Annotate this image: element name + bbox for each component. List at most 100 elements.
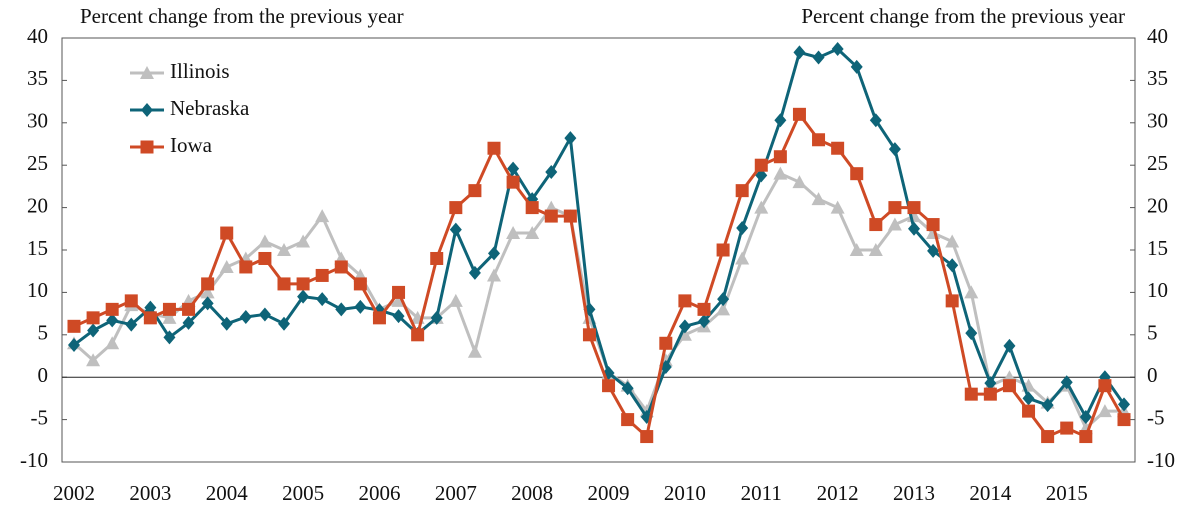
y-tick-label: 25	[27, 151, 48, 175]
marker	[677, 327, 692, 341]
marker	[735, 251, 750, 265]
y2-tick-label: 30	[1147, 109, 1168, 133]
marker	[525, 226, 540, 240]
marker	[755, 168, 768, 183]
marker	[754, 158, 768, 172]
marker	[640, 430, 654, 444]
marker	[1097, 404, 1112, 418]
marker	[220, 316, 233, 331]
marker	[735, 184, 749, 198]
y-tick-label: -10	[20, 448, 48, 472]
x-tick-label: 2008	[511, 481, 553, 505]
x-tick-label: 2009	[588, 481, 630, 505]
legend-label: Nebraska	[170, 96, 250, 120]
y2-axis-label: Percent change from the previous year	[801, 4, 1125, 28]
marker	[448, 293, 463, 307]
marker	[372, 311, 386, 325]
marker	[86, 311, 100, 325]
marker	[163, 330, 176, 345]
marker	[602, 379, 616, 393]
y2-tick-label: -5	[1147, 405, 1165, 429]
marker	[487, 141, 501, 155]
marker	[200, 285, 215, 299]
y2-tick-label: 20	[1147, 193, 1168, 217]
marker	[449, 201, 463, 215]
marker	[506, 226, 521, 240]
marker	[1079, 430, 1093, 444]
marker	[545, 164, 558, 179]
x-tick-label: 2003	[129, 481, 171, 505]
marker	[239, 260, 253, 274]
marker	[698, 314, 710, 329]
marker	[467, 344, 482, 358]
marker	[563, 209, 577, 223]
marker	[220, 226, 234, 240]
marker	[811, 192, 826, 206]
marker	[850, 59, 863, 74]
marker	[277, 277, 291, 291]
y2-tick-label: 40	[1147, 24, 1168, 48]
marker	[1118, 397, 1130, 412]
marker	[1041, 430, 1055, 444]
marker	[487, 268, 501, 282]
marker	[888, 142, 901, 157]
marker	[888, 201, 902, 215]
marker	[678, 294, 692, 308]
y-axis-label: Percent change from the previous year	[80, 4, 404, 28]
marker	[946, 258, 959, 273]
marker	[1022, 391, 1035, 406]
marker	[468, 265, 481, 280]
y2-tick-label: 5	[1147, 321, 1158, 345]
y-tick-label: -5	[31, 405, 49, 429]
marker	[182, 302, 196, 316]
marker	[430, 251, 444, 265]
marker	[105, 336, 120, 350]
y-tick-label: 10	[27, 278, 48, 302]
x-tick-label: 2011	[741, 481, 782, 505]
marker	[162, 310, 177, 324]
x-tick-label: 2010	[664, 481, 706, 505]
marker	[965, 326, 978, 341]
marker	[831, 42, 844, 57]
marker	[908, 221, 920, 236]
marker	[257, 234, 272, 248]
x-tick-label: 2005	[282, 481, 324, 505]
legend-label: Illinois	[170, 59, 230, 83]
marker	[774, 113, 787, 128]
marker	[140, 140, 154, 154]
marker	[564, 131, 577, 146]
y-tick-label: 0	[38, 363, 49, 387]
marker	[945, 234, 960, 248]
x-tick-label: 2006	[358, 481, 400, 505]
marker	[430, 310, 443, 325]
marker	[353, 277, 367, 291]
marker	[106, 313, 119, 328]
marker	[792, 107, 806, 121]
marker	[296, 277, 310, 291]
marker	[678, 319, 691, 334]
marker	[984, 376, 997, 391]
marker	[716, 243, 730, 257]
y2-tick-label: 35	[1147, 66, 1168, 90]
x-tick-label: 2012	[817, 481, 859, 505]
marker	[296, 234, 311, 248]
marker	[105, 302, 119, 316]
y2-tick-label: 25	[1147, 151, 1168, 175]
marker	[277, 243, 291, 256]
marker	[869, 113, 882, 128]
x-tick-label: 2002	[53, 481, 95, 505]
y-tick-label: 15	[27, 236, 48, 260]
marker	[507, 161, 520, 176]
marker	[773, 166, 788, 180]
y-tick-label: 40	[27, 24, 48, 48]
marker	[964, 285, 979, 299]
marker	[258, 251, 272, 265]
marker	[1060, 375, 1073, 390]
marker	[812, 133, 826, 147]
marker	[926, 218, 940, 232]
marker	[1022, 404, 1036, 418]
y2-tick-label: -10	[1147, 448, 1175, 472]
y2-tick-label: 15	[1147, 236, 1168, 260]
marker	[812, 50, 825, 65]
